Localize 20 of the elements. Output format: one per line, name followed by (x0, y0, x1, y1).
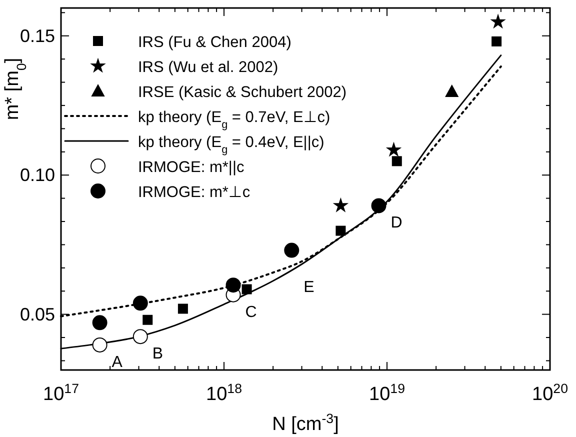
legend-label: kp theory (E$_{g}$ = 0.7eV, E⊥c) (138, 109, 330, 131)
legend-label: kp theory (E$_{g}$ = 0.4eV, E||c) (138, 134, 324, 156)
legend-label: IRS (Wu et al. 2002) (138, 59, 278, 76)
annotation: E (304, 278, 314, 296)
annotation: B (152, 346, 164, 363)
annotation: A (112, 354, 123, 371)
annotation: D (390, 214, 402, 232)
y-tick-label: 0.10 (20, 165, 55, 186)
x-axis-title: N [cm$^{-3}$] (272, 410, 339, 435)
legend-label: IRMOGE: m*⊥c (138, 184, 250, 201)
legend-label: IRMOGE: m*||c (138, 159, 244, 176)
x-tick-label: 10$^{19}$ (369, 380, 405, 405)
annotation: C (245, 304, 257, 321)
x-tick-label: 10$^{18}$ (206, 380, 242, 405)
y-tick-label: 0.05 (20, 304, 55, 324)
x-tick-label: 10$^{17}$ (43, 380, 79, 405)
legend-label: IRSE (Kasic & Schubert 2002) (138, 84, 346, 101)
legend-label: IRS (Fu & Chen 2004) (138, 34, 292, 51)
y-tick-label: 0.15 (20, 26, 55, 46)
x-tick-label: 10$^{20}$ (532, 380, 568, 405)
